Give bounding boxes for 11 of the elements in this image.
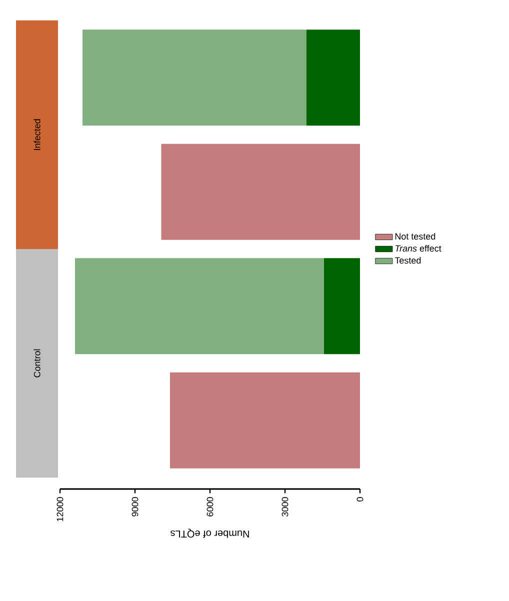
y-tick-label: Infected xyxy=(34,119,40,150)
x-tick-label: 9000 xyxy=(132,497,138,516)
y-tick-label: Control xyxy=(34,349,40,378)
x-tick-label: 12000 xyxy=(56,497,64,522)
x-tick-label: 0 xyxy=(356,497,364,502)
x-tick-label: 6000 xyxy=(206,497,214,516)
x-tick-label: 3000 xyxy=(282,497,288,516)
legend-label: Trans effect xyxy=(395,245,442,252)
legend-label: Not tested xyxy=(395,232,436,240)
x-axis-title: Number of eQTLs xyxy=(170,528,249,538)
legend-label: Tested xyxy=(394,257,421,264)
